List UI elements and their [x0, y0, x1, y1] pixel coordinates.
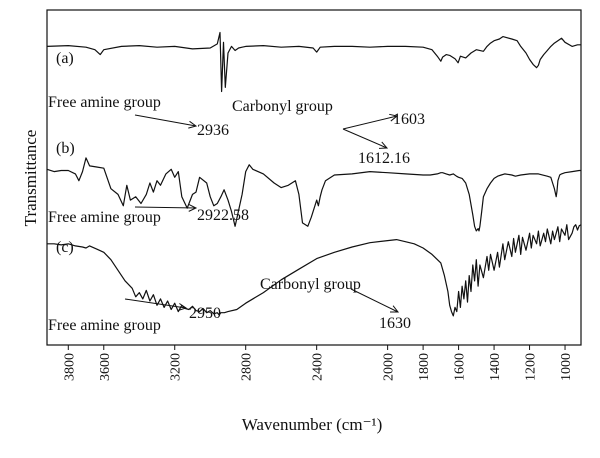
annotation-arrow: [342, 128, 389, 149]
x-tick-label: 1000: [559, 353, 574, 381]
annotation-1612: 1612.16: [358, 150, 410, 167]
x-axis-ticks: 3800 3600 3200 2800 2400 2000 1800 1600 1400 1200…: [62, 345, 574, 381]
x-tick-label: 3600: [98, 353, 113, 381]
annotation-arrow: [350, 288, 400, 313]
x-tick-label: 2400: [311, 353, 326, 381]
annotation-2922: 2922.58: [197, 207, 249, 224]
x-tick-label: 3800: [62, 353, 77, 381]
trace-label-b: (b): [56, 140, 75, 157]
series-line-b: [46, 157, 581, 232]
plot-frame: [46, 9, 582, 346]
series-layer: [46, 31, 582, 317]
annotation-arrow: [134, 114, 198, 129]
x-tick-label: 1200: [524, 353, 539, 381]
x-axis-label: Wavenumber (cm⁻¹): [242, 415, 383, 434]
x-tick-label: 1600: [453, 353, 468, 381]
trace-label-c: (c): [56, 239, 74, 256]
x-tick-label: 2000: [382, 353, 397, 381]
annotation-carbonyl-a: Carbonyl group: [232, 98, 333, 115]
x-tick-label: 3200: [169, 353, 184, 381]
annotation-arrows: [124, 113, 400, 313]
annotation-2936: 2936: [197, 122, 229, 139]
annotation-arrow: [124, 298, 188, 311]
x-tick-label: 1800: [417, 353, 432, 381]
annotation-2950: 2950: [189, 305, 221, 322]
series-line-a: [46, 31, 581, 93]
annotation-free-amine-a: Free amine group: [48, 94, 161, 111]
annotation-1630: 1630: [379, 315, 411, 332]
annotation-free-amine-b: Free amine group: [48, 209, 161, 226]
annotation-free-amine-c: Free amine group: [48, 317, 161, 334]
annotation-arrow: [134, 203, 198, 212]
series-line-c: [47, 224, 582, 317]
y-axis-label: Transmittance: [21, 130, 40, 227]
annotation-carbonyl-c: Carbonyl group: [260, 276, 361, 293]
trace-label-a: (a): [56, 50, 74, 67]
x-tick-label: 2800: [240, 353, 255, 381]
annotation-arrow: [342, 113, 399, 130]
annotation-1603: 1603: [393, 111, 425, 128]
x-tick-label: 1400: [488, 353, 503, 381]
